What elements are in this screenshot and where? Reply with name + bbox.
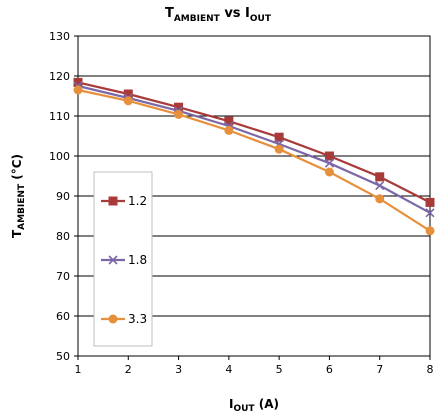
series-3.3	[73, 85, 435, 236]
y-tick-label: 80	[56, 230, 70, 243]
title-mid-sub: OUT	[250, 14, 272, 24]
data-point	[224, 116, 234, 126]
x-tick-label: 4	[225, 363, 232, 376]
x-tick-labels: 1 2 3 4 5 6 7 8	[75, 363, 434, 376]
data-point	[425, 197, 435, 207]
data-point	[73, 77, 83, 87]
data-point	[375, 172, 385, 182]
title-main-sub: AMBIENT	[174, 14, 221, 24]
data-point	[123, 96, 133, 106]
data-point	[324, 151, 334, 161]
ylabel-main: T	[10, 229, 24, 238]
y-tick-label: 50	[56, 350, 70, 363]
data-point	[324, 167, 334, 177]
xlabel-sub: OUT	[233, 404, 255, 414]
y-tick-label: 100	[49, 150, 70, 163]
data-point	[375, 181, 385, 191]
y-tick-label: 60	[56, 310, 70, 323]
data-point	[224, 125, 234, 135]
x-tick-label: 5	[276, 363, 283, 376]
series-line	[77, 88, 431, 232]
x-tick-label: 7	[376, 363, 383, 376]
series-line	[77, 81, 431, 204]
series-1.2	[73, 77, 435, 207]
chart-title: TAMBIENT vs IOUT	[165, 6, 272, 24]
series-lines	[73, 77, 435, 236]
data-point	[174, 109, 184, 119]
legend-label: 3.3	[128, 312, 147, 326]
legend-marker	[108, 196, 118, 206]
data-point	[123, 89, 133, 99]
ylabel-rest: (°C)	[10, 154, 24, 184]
legend-label: 1.8	[128, 253, 147, 267]
legend-items: 1.2 1.8 3.3	[101, 194, 147, 326]
x-tick-label: 6	[326, 363, 333, 376]
ylabel-sub: AMBIENT	[17, 183, 27, 230]
legend: 1.2 1.8 3.3	[93, 171, 153, 347]
legend-marker	[108, 255, 118, 265]
legend-marker	[108, 314, 118, 324]
data-point	[324, 158, 334, 168]
data-point	[274, 144, 284, 154]
legend-item: 3.3	[101, 312, 147, 326]
y-tick-label: 130	[49, 30, 70, 43]
y-tick-label: 120	[49, 70, 70, 83]
xlabel-rest: (A)	[255, 397, 279, 411]
y-tick-label: 90	[56, 190, 70, 203]
y-axis-title: TAMBIENT (°C)	[10, 154, 27, 238]
x-tick-label: 2	[125, 363, 132, 376]
data-point	[274, 132, 284, 142]
title-mid: vs I	[220, 6, 250, 21]
legend-item: 1.8	[101, 253, 147, 267]
data-point	[425, 208, 435, 218]
data-point	[174, 102, 184, 112]
title-main: T	[165, 6, 174, 21]
x-tick-label: 1	[75, 363, 82, 376]
data-point	[375, 194, 385, 204]
xlabel-main: I	[229, 397, 233, 411]
plot-frame	[77, 35, 431, 357]
data-point	[73, 85, 83, 95]
data-point	[425, 226, 435, 236]
series-line	[77, 84, 431, 214]
y-tick-labels: 50 60 70 80 90 100 110 120 130	[49, 30, 70, 363]
x-tick-label: 8	[427, 363, 434, 376]
legend-label: 1.2	[128, 194, 147, 208]
x-axis-title: IOUT (A)	[229, 397, 279, 414]
y-tick-label: 70	[56, 270, 70, 283]
x-tick-label: 3	[175, 363, 182, 376]
y-tick-label: 110	[49, 110, 70, 123]
legend-item: 1.2	[101, 194, 147, 208]
